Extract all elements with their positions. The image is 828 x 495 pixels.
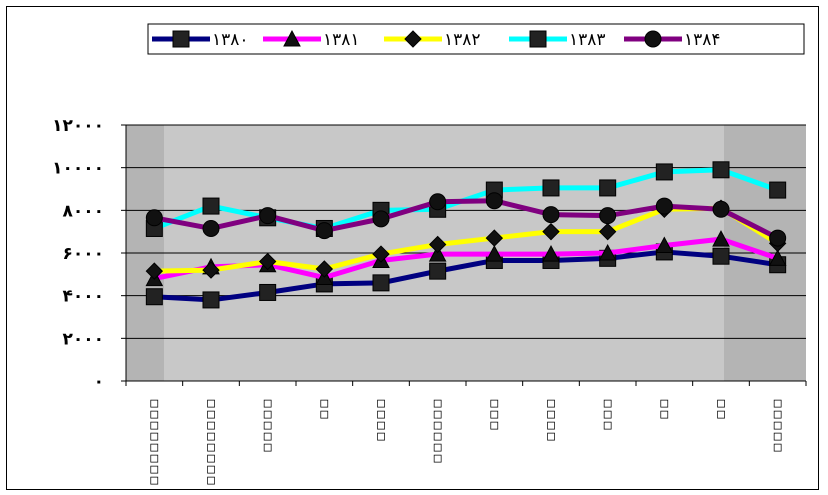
- data-point: [598, 243, 617, 261]
- data-point: [542, 222, 560, 241]
- data-point: [145, 209, 163, 227]
- legend-item-1: ۱۳۸۱: [263, 29, 360, 50]
- y-tick-label: ۲۰۰۰: [62, 329, 104, 349]
- data-point: [202, 261, 220, 279]
- data-point: [768, 249, 787, 266]
- data-point: [202, 291, 220, 309]
- axes: [121, 124, 807, 386]
- legend: ۱۳۸۰ ۱۳۸۱ ۱۳۸۲ ۱۳۸۳ ۱۳۸۴: [147, 23, 805, 55]
- x-tick-label: □ □ □ □ □ □ □ □: [207, 396, 215, 488]
- data-point: [655, 236, 674, 254]
- legend-label: ۱۳۸۲: [444, 30, 481, 50]
- x-tick-label: □ □ □ □: [547, 396, 555, 444]
- x-tick-label: □ □ □ □: [377, 396, 385, 444]
- series-4: [145, 192, 787, 247]
- data-point: [485, 192, 503, 210]
- legend-label: ۱۳۸۴: [684, 30, 721, 50]
- x-tick-label: □ □: [320, 396, 328, 422]
- x-tick-label: □ □ □ □ □ □ □ □: [150, 396, 158, 488]
- data-point: [655, 197, 673, 215]
- y-tick-label: ۴۰۰۰: [62, 287, 104, 307]
- x-tick-label: □ □ □: [490, 396, 498, 433]
- legend-item-3: ۱۳۸۳: [509, 30, 606, 50]
- x-tick-label: □ □ □: [604, 396, 612, 433]
- series-group: [145, 161, 787, 309]
- legend-item-2: ۱۳۸۲: [384, 30, 481, 50]
- data-point: [372, 245, 390, 263]
- data-point: [485, 245, 504, 262]
- data-point: [429, 262, 447, 280]
- data-point: [315, 222, 333, 240]
- x-tick-label: □ □ □ □ □ □: [434, 396, 442, 466]
- y-tick-label: ۱۰۰۰۰: [52, 159, 104, 179]
- legend-label: ۱۳۸۰: [212, 30, 249, 50]
- y-tick-labels: ۰ ۲۰۰۰ ۴۰۰۰ ۶۰۰۰ ۸۰۰۰ ۱۰۰۰۰ ۱۲۰۰۰: [52, 116, 104, 392]
- data-point: [145, 262, 164, 280]
- series-line-0: [154, 249, 779, 303]
- data-point: [655, 163, 673, 181]
- data-point: [712, 200, 730, 218]
- data-point: [542, 245, 560, 262]
- x-tick-label: □ □: [717, 396, 725, 422]
- data-point: [145, 288, 163, 306]
- data-point: [315, 260, 334, 278]
- data-point: [259, 207, 277, 225]
- x-tick-label: □ □ □ □ □: [264, 396, 272, 455]
- data-point: [372, 274, 390, 292]
- legend-swatch-marker: [172, 30, 190, 48]
- data-point: [542, 179, 560, 197]
- data-point: [598, 222, 617, 241]
- data-point: [372, 210, 390, 228]
- y-tick-label: ۸۰۰۰: [62, 201, 104, 221]
- data-point: [769, 229, 787, 247]
- y-tick-label: ۶۰۰۰: [62, 244, 104, 264]
- series-line-4: [153, 198, 779, 241]
- x-tick-label: □ □ □ □ □: [774, 396, 782, 455]
- legend-item-0: ۱۳۸۰: [152, 30, 249, 50]
- data-point: [769, 181, 787, 199]
- y-tick-label: ۱۲۰۰۰: [52, 116, 104, 136]
- x-tick-labels: □ □ □ □ □ □ □ □□ □ □ □ □ □ □ □□ □ □ □ □□ □□ □ □ □□ □ □ □ □ □□ □ □□ □ □ □…: [150, 396, 781, 488]
- legend-swatch-marker: [283, 29, 301, 47]
- legend-swatch-marker: [529, 30, 547, 48]
- legend-label: ۱۳۸۱: [323, 30, 360, 50]
- data-point: [599, 207, 617, 225]
- legend-label: ۱۳۸۳: [569, 30, 606, 50]
- x-tick-label: □ □: [660, 396, 668, 422]
- data-point: [429, 193, 447, 211]
- data-point: [202, 197, 220, 215]
- data-point: [202, 219, 220, 237]
- data-point: [258, 252, 277, 271]
- legend-box: [147, 23, 805, 55]
- legend-item-4: ۱۳۸۴: [624, 30, 721, 50]
- data-point: [599, 179, 617, 197]
- legend-swatch-marker: [404, 30, 422, 48]
- y-tick-label: ۰: [94, 372, 104, 392]
- data-point: [712, 230, 730, 247]
- data-point: [712, 161, 730, 179]
- data-point: [428, 245, 447, 262]
- data-point: [485, 229, 504, 247]
- data-point: [542, 206, 560, 224]
- legend-swatch-marker: [644, 30, 662, 48]
- data-point: [712, 247, 730, 265]
- data-point: [428, 235, 447, 254]
- data-point: [259, 283, 277, 301]
